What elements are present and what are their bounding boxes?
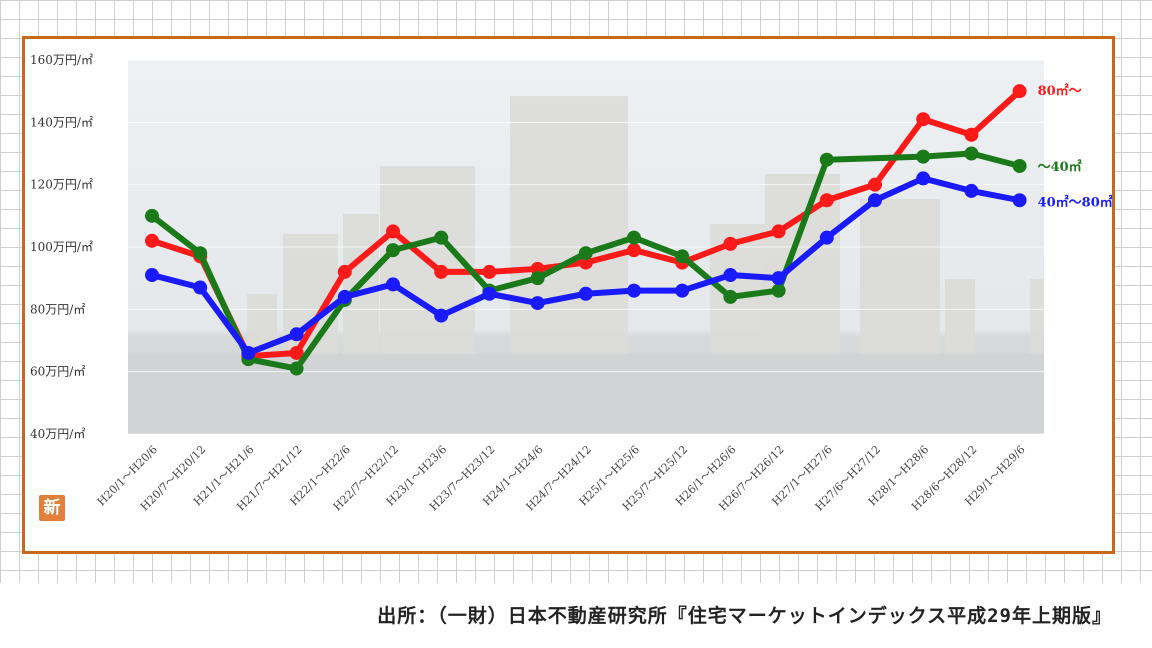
data-point — [819, 230, 834, 245]
y-tick-label: 100万円/㎡ — [30, 240, 93, 254]
data-point — [723, 289, 738, 304]
new-badge: 新 — [39, 495, 65, 521]
x-axis-ticks: H20/1〜H20/6H20/7〜H20/12H21/1〜H21/6H21/7〜… — [95, 443, 1028, 513]
data-point — [723, 236, 738, 251]
data-point — [530, 271, 545, 286]
data-point — [289, 327, 304, 342]
source-text: 出所：（一財）日本不動産研究所『住宅マーケットインデックス平成29年上期版』 — [377, 605, 1112, 627]
y-axis-ticks: 40万円/㎡ 60万円/㎡ 80万円/㎡ 100万円/㎡ 120万円/㎡ 140万円/㎡ 1… — [30, 53, 93, 441]
series-line — [150, 150, 1021, 372]
data-point — [193, 280, 208, 295]
series-label: 80㎡〜 — [1038, 83, 1082, 99]
data-point — [145, 268, 159, 283]
data-point — [337, 264, 352, 279]
data-point — [627, 243, 641, 258]
data-point — [434, 264, 449, 279]
y-tick-label: 80万円/㎡ — [30, 302, 85, 316]
data-point — [1012, 158, 1027, 173]
data-point — [434, 308, 449, 323]
y-tick-label: 140万円/㎡ — [30, 115, 93, 129]
chart-frame: 40万円/㎡ 60万円/㎡ 80万円/㎡ 100万円/㎡ 120万円/㎡ 140万円/㎡ 1… — [22, 36, 1115, 554]
data-point — [289, 361, 304, 376]
data-point — [530, 296, 545, 311]
series-40㎡〜80㎡: 40㎡〜80㎡ — [145, 171, 1112, 360]
data-point — [482, 264, 497, 279]
data-point — [241, 345, 256, 360]
y-tick-label: 40万円/㎡ — [30, 427, 85, 441]
data-point — [675, 283, 690, 298]
data-point — [964, 183, 979, 198]
data-point — [771, 283, 786, 298]
series-label: 40㎡〜80㎡ — [1038, 194, 1112, 210]
y-tick-label: 60万円/㎡ — [30, 365, 85, 379]
data-point — [771, 271, 786, 286]
grid-lines — [128, 59, 1044, 435]
data-point — [916, 149, 931, 164]
data-point — [578, 286, 593, 301]
data-point — [193, 246, 208, 261]
data-point — [578, 246, 593, 261]
data-point — [386, 224, 400, 239]
series-80㎡〜: 80㎡〜 — [145, 83, 1082, 364]
data-point — [386, 277, 400, 292]
data-point — [771, 224, 786, 239]
data-point — [145, 208, 159, 223]
data-point — [868, 193, 882, 208]
data-point — [1012, 84, 1027, 99]
data-point — [819, 193, 834, 208]
data-point — [337, 289, 352, 304]
data-point — [289, 345, 304, 360]
data-point — [386, 243, 400, 258]
data-point — [145, 233, 159, 248]
series-layer: 80㎡〜〜40㎡ 40㎡〜80㎡ — [145, 83, 1112, 376]
y-tick-label: 120万円/㎡ — [30, 178, 93, 192]
data-point — [916, 171, 931, 186]
data-point — [627, 230, 641, 245]
source-box: 出所：（一財）日本不動産研究所『住宅マーケットインデックス平成29年上期版』 — [0, 583, 1152, 648]
data-point — [723, 268, 738, 283]
data-point — [434, 230, 449, 245]
data-point — [819, 152, 834, 167]
data-point — [868, 177, 882, 192]
y-tick-label: 160万円/㎡ — [30, 53, 93, 67]
data-point — [964, 146, 979, 161]
data-point — [675, 249, 690, 264]
series-label: 〜40㎡ — [1038, 159, 1082, 175]
data-point — [964, 127, 979, 142]
data-point — [627, 283, 641, 298]
data-point — [482, 286, 497, 301]
line-chart: 40万円/㎡ 60万円/㎡ 80万円/㎡ 100万円/㎡ 120万円/㎡ 140万円/㎡ 1… — [30, 53, 1112, 513]
data-point — [916, 112, 931, 127]
water-band — [128, 354, 1044, 434]
data-point — [1012, 193, 1027, 208]
